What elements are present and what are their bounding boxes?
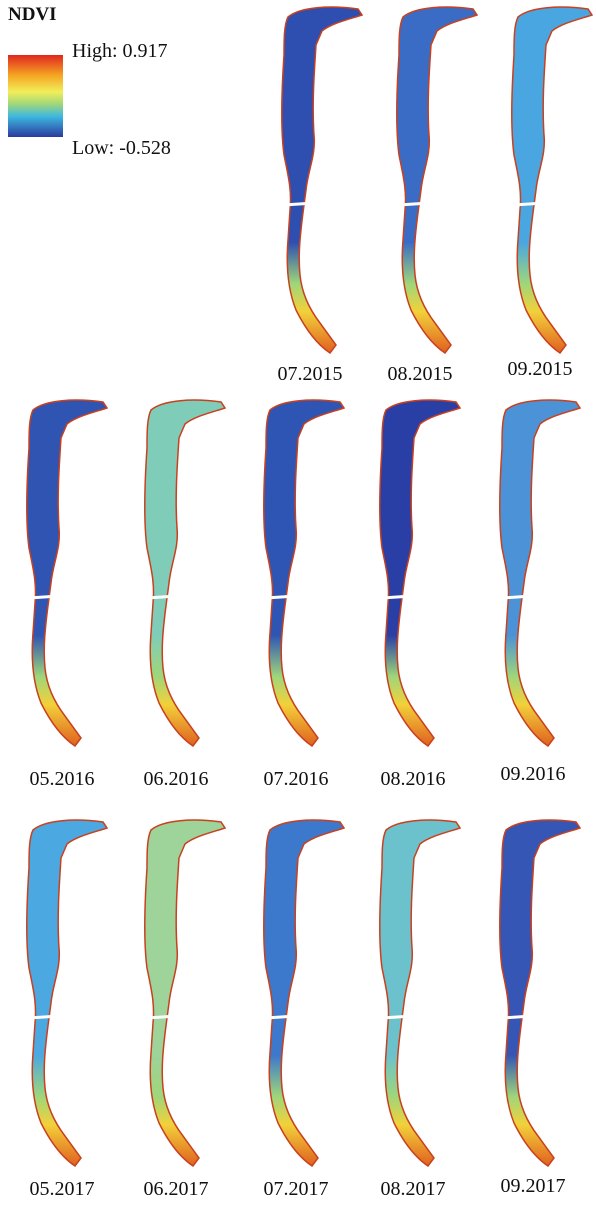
bridge bbox=[147, 1016, 177, 1018]
river-map bbox=[380, 400, 460, 746]
panel-label: 05.2016 bbox=[30, 768, 95, 790]
legend-title: NDVI bbox=[8, 4, 57, 25]
river-map bbox=[397, 7, 477, 353]
river-map bbox=[380, 820, 460, 1166]
bridge bbox=[284, 203, 314, 205]
bridge bbox=[399, 203, 429, 205]
river-map bbox=[145, 400, 225, 746]
river-map bbox=[27, 820, 107, 1166]
panel-label: 09.2017 bbox=[501, 1175, 566, 1197]
river-map bbox=[512, 7, 592, 353]
river-map bbox=[500, 820, 580, 1166]
bridge bbox=[147, 596, 177, 598]
panel-label: 06.2017 bbox=[144, 1178, 209, 1200]
map-panel bbox=[380, 820, 460, 1166]
bridge bbox=[29, 1016, 59, 1018]
map-panel bbox=[500, 400, 580, 746]
bridge bbox=[514, 203, 544, 205]
map-panel bbox=[512, 7, 592, 353]
river-map bbox=[500, 400, 580, 746]
panel-label: 06.2016 bbox=[144, 768, 209, 790]
river-map bbox=[282, 7, 362, 353]
river-map bbox=[145, 820, 225, 1166]
map-panel bbox=[145, 820, 225, 1166]
map-panel bbox=[380, 400, 460, 746]
panel-label: 07.2017 bbox=[264, 1178, 329, 1200]
legend-colorbar bbox=[8, 55, 63, 137]
map-panel bbox=[264, 400, 344, 746]
map-panel bbox=[27, 400, 107, 746]
map-panel bbox=[27, 820, 107, 1166]
panel-label: 08.2017 bbox=[381, 1178, 446, 1200]
figure: NDVI High: 0.917 Low: -0.528 07.2015 08.2… bbox=[0, 0, 596, 1207]
bridge bbox=[29, 596, 59, 598]
legend-high: High: 0.917 bbox=[72, 40, 168, 62]
map-panel bbox=[397, 7, 477, 353]
river-map bbox=[264, 400, 344, 746]
panel-label: 07.2015 bbox=[278, 363, 343, 385]
map-panel bbox=[500, 820, 580, 1166]
map-panel bbox=[282, 7, 362, 353]
panel-label: 09.2015 bbox=[508, 358, 573, 380]
river-map bbox=[27, 400, 107, 746]
bridge bbox=[266, 596, 296, 598]
bridge bbox=[382, 1016, 412, 1018]
panel-label: 08.2015 bbox=[388, 363, 453, 385]
bridge bbox=[382, 596, 412, 598]
map-panel bbox=[264, 820, 344, 1166]
panel-label: 07.2016 bbox=[264, 768, 329, 790]
bridge bbox=[502, 596, 532, 598]
map-panel bbox=[145, 400, 225, 746]
bridge bbox=[266, 1016, 296, 1018]
page: {"legend": {"title": "NDVI", "high": "Hi… bbox=[0, 0, 596, 1207]
panel-label: 08.2016 bbox=[381, 768, 446, 790]
legend-low: Low: -0.528 bbox=[72, 137, 171, 159]
panel-label: 09.2016 bbox=[501, 763, 566, 785]
panel-label: 05.2017 bbox=[30, 1178, 95, 1200]
river-map bbox=[264, 820, 344, 1166]
bridge bbox=[502, 1016, 532, 1018]
panels: 07.2015 08.2015 09.2015 05.2016 06.2016 07.20… bbox=[27, 7, 592, 1200]
